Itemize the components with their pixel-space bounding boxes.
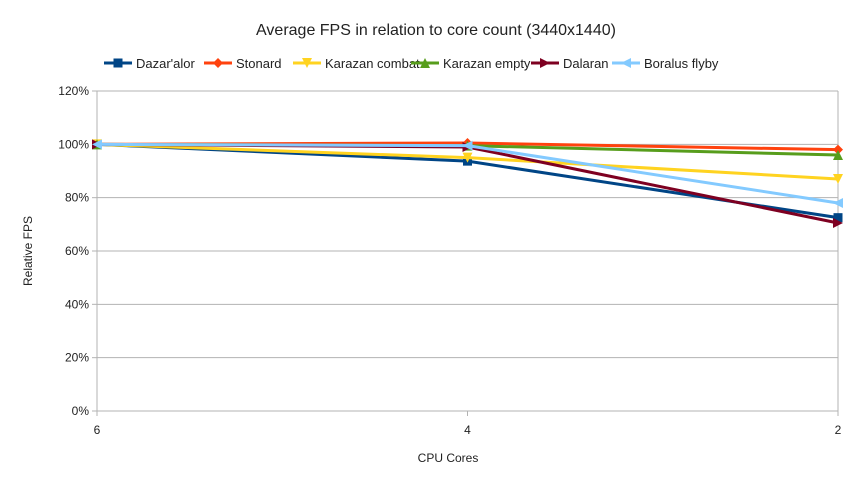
x-axis-label: CPU Cores (418, 451, 479, 465)
legend-label: Boralus flyby (644, 56, 719, 71)
marker-square (833, 213, 843, 223)
y-tick-label: 120% (58, 84, 89, 98)
legend-item: Stonard (204, 56, 282, 71)
y-tick-label: 60% (65, 244, 89, 258)
marker-triangle-right (540, 58, 550, 68)
legend-label: Stonard (236, 56, 282, 71)
y-axis-label: Relative FPS (21, 216, 35, 286)
marker-triangle-left (462, 140, 473, 151)
legend-item: Karazan empty (411, 56, 531, 71)
marker-triangle-down (462, 152, 473, 163)
marker-square (113, 58, 123, 68)
marker-diamond (833, 144, 843, 155)
marker-triangle-down (302, 58, 312, 68)
legend-label: Karazan empty (443, 56, 531, 71)
y-tick-label: 100% (58, 137, 89, 151)
grid (92, 90, 839, 416)
legend-label: Dazar'alor (136, 56, 196, 71)
marker-triangle-left (621, 58, 631, 68)
legend: Dazar'alor Stonard Karazan combat Karazan e… (104, 56, 719, 71)
series-boralus-flyby (92, 139, 843, 208)
y-tick-label: 40% (65, 297, 89, 311)
x-tick-label: 4 (464, 423, 471, 437)
marker-triangle-left (92, 139, 102, 150)
legend-item: Dalaran (531, 56, 609, 71)
x-axis-ticks: 6 4 2 (94, 423, 842, 437)
legend-item: Dazar'alor (104, 56, 196, 71)
marker-triangle-down (833, 174, 843, 184)
y-axis-ticks: 0% 20% 40% 60% 80% 100% 120% (58, 84, 89, 418)
legend-item: Boralus flyby (612, 56, 719, 71)
y-tick-label: 0% (72, 404, 90, 418)
marker-triangle-up (420, 58, 430, 68)
marker-diamond (213, 58, 223, 68)
marker-triangle-up (833, 150, 843, 160)
x-tick-label: 6 (94, 423, 101, 437)
series-group (92, 138, 843, 228)
marker-triangle-right (833, 218, 843, 228)
marker-triangle-left (833, 198, 843, 208)
x-tick-label: 2 (835, 423, 842, 437)
legend-label: Karazan combat (325, 56, 420, 71)
legend-item: Karazan combat (293, 56, 420, 71)
chart-title: Average FPS in relation to core count (3… (256, 22, 616, 39)
legend-label: Dalaran (563, 56, 609, 71)
y-tick-label: 20% (65, 351, 89, 365)
y-tick-label: 80% (65, 191, 89, 205)
